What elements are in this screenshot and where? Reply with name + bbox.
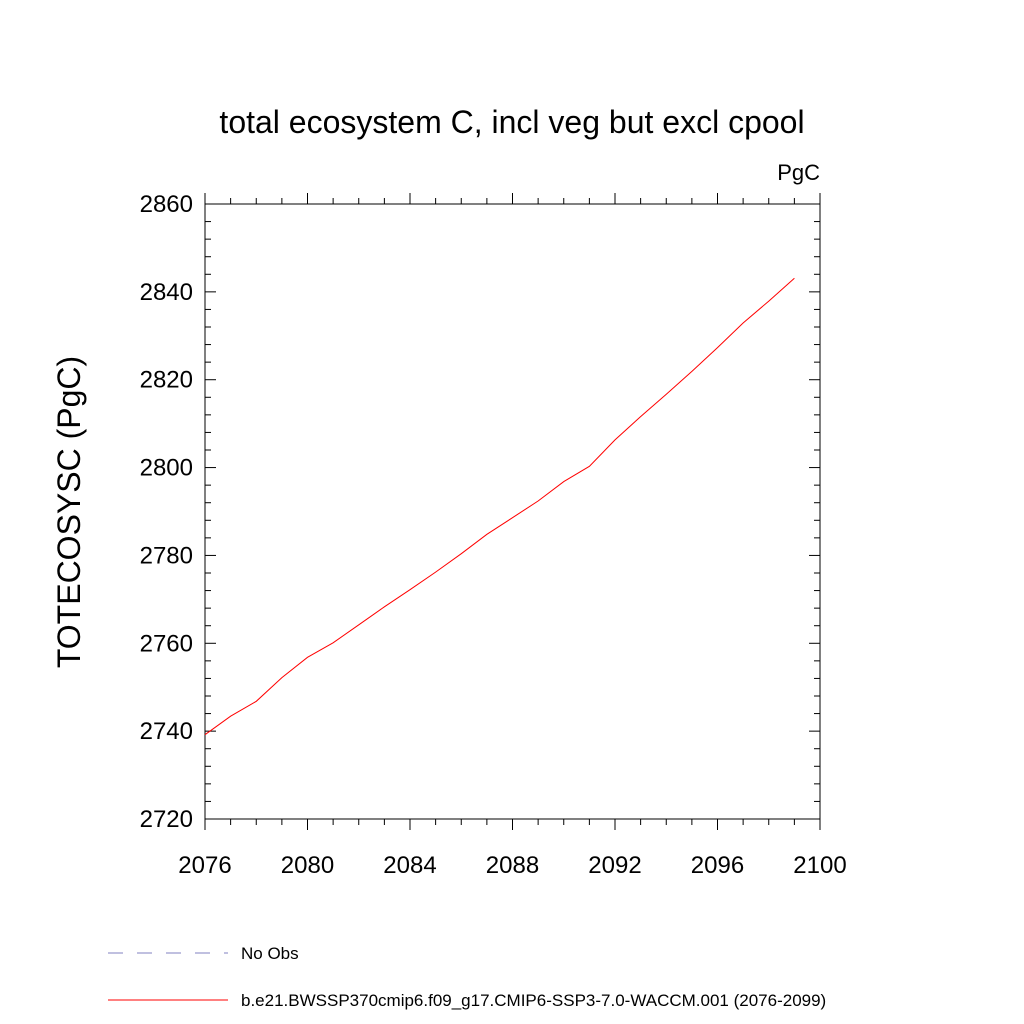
x-tick-label: 2080 [281,852,334,879]
units-label: PgC [777,160,820,185]
axes: 2720 2740 2760 2780 2800 2820 2840 2860 2076 2080… [140,191,847,879]
y-tick-label: 2720 [140,806,193,833]
y-axis-label: TOTECOSYSC (PgC) [51,356,87,668]
x-tick-label: 2084 [383,852,436,879]
series-line-1 [204,277,795,736]
chart-title: total ecosystem C, incl veg but excl cpo… [219,104,804,140]
x-tick-label: 2096 [691,852,744,879]
y-tick-label: 2840 [140,279,193,306]
y-tick-label: 2740 [140,718,193,745]
y-tick-label: 2820 [140,367,193,394]
y-tick-label: 2800 [140,455,193,482]
x-tick-label: 2100 [793,852,846,879]
series-group [204,277,795,736]
legend-label-1: b.e21.BWSSP370cmip6.f09_g17.CMIP6-SSP3-7… [241,991,826,1010]
y-tick-label: 2760 [140,630,193,657]
legend-label-0: No Obs [241,944,299,963]
legend: No Obs b.e21.BWSSP370cmip6.f09_g17.CMIP6-… [108,944,826,1010]
x-tick-label: 2076 [178,852,231,879]
plot-frame [204,203,821,820]
y-tick-label: 2780 [140,542,193,569]
x-tick-label: 2088 [486,852,539,879]
y-tick-label: 2860 [140,191,193,218]
x-tick-label: 2092 [588,852,641,879]
